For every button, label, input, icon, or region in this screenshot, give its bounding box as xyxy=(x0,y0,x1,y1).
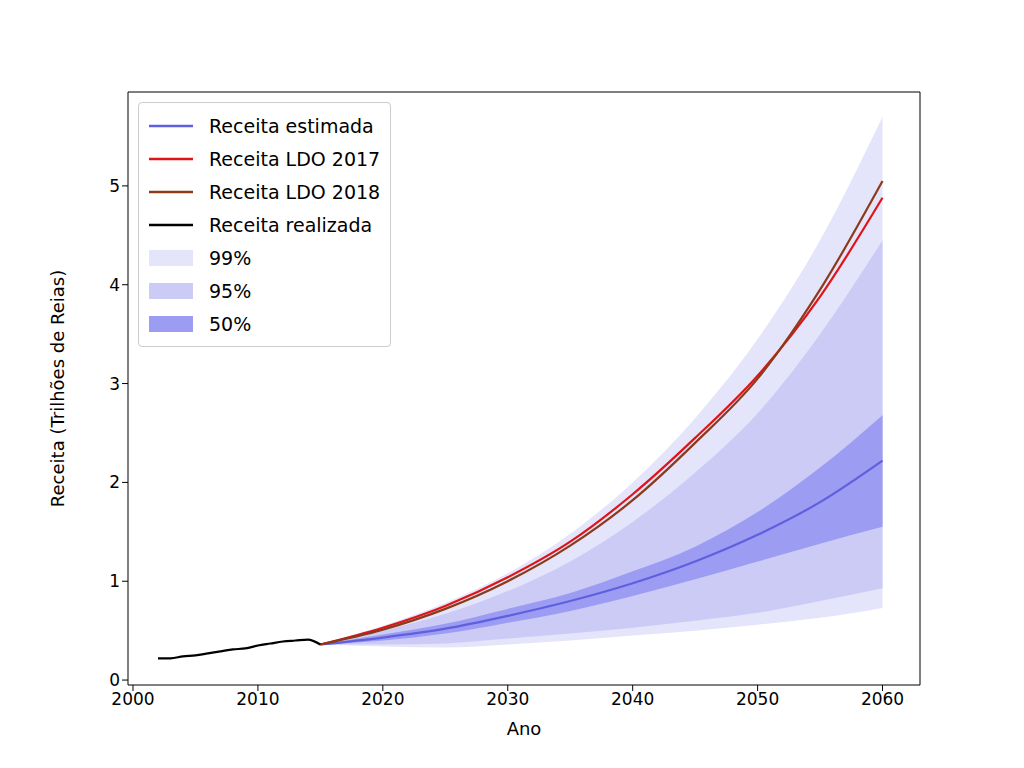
svg-text:2030: 2030 xyxy=(486,689,529,709)
svg-text:2050: 2050 xyxy=(736,689,779,709)
html-text:Receita realizada: Receita realizada xyxy=(209,213,373,236)
svg-text:2010: 2010 xyxy=(236,689,279,709)
html-text:Receita LDO 2017: Receita LDO 2017 xyxy=(209,147,381,170)
svg-text:Ano: Ano xyxy=(507,718,542,739)
html-text:99%: 99% xyxy=(209,246,252,269)
html-text:Receita estimada: Receita estimada xyxy=(209,114,374,137)
svg-text:3: 3 xyxy=(109,374,120,394)
svg-text:2040: 2040 xyxy=(611,689,654,709)
svg-text:Receita (Trilhões de Reias): Receita (Trilhões de Reias) xyxy=(47,270,68,507)
svg-text:0: 0 xyxy=(109,670,120,690)
html-text:95%: 95% xyxy=(209,279,252,302)
svg-text:2020: 2020 xyxy=(361,689,404,709)
svg-text:2: 2 xyxy=(109,472,120,492)
svg-text:4: 4 xyxy=(109,275,120,295)
html-text:50%: 50% xyxy=(209,312,252,335)
html-text:Receita LDO 2018: Receita LDO 2018 xyxy=(209,180,381,203)
svg-text:1: 1 xyxy=(109,571,120,591)
svg-text:2060: 2060 xyxy=(861,689,904,709)
svg-text:2000: 2000 xyxy=(111,689,154,709)
svg-text:5: 5 xyxy=(109,176,120,196)
